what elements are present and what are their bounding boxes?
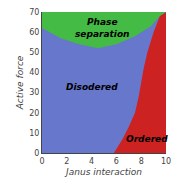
svg-text:30: 30 (29, 88, 39, 97)
svg-text:10: 10 (161, 157, 171, 166)
svg-text:70: 70 (29, 8, 39, 17)
svg-text:2: 2 (64, 157, 69, 166)
svg-text:0: 0 (39, 157, 44, 166)
svg-text:10: 10 (29, 129, 39, 138)
svg-text:0: 0 (34, 149, 39, 158)
svg-text:4: 4 (89, 157, 94, 166)
svg-text:8: 8 (139, 157, 144, 166)
svg-text:Phaseseparation: Phaseseparation (75, 17, 129, 39)
svg-text:Ordered: Ordered (126, 134, 168, 144)
svg-text:Active force: Active force (15, 55, 25, 110)
svg-text:Disodered: Disodered (66, 82, 118, 92)
svg-text:50: 50 (29, 48, 39, 57)
svg-text:20: 20 (29, 109, 39, 118)
svg-text:Janus interaction: Janus interaction (64, 167, 142, 177)
svg-text:40: 40 (29, 68, 39, 77)
svg-text:6: 6 (114, 157, 119, 166)
svg-text:60: 60 (29, 28, 39, 37)
